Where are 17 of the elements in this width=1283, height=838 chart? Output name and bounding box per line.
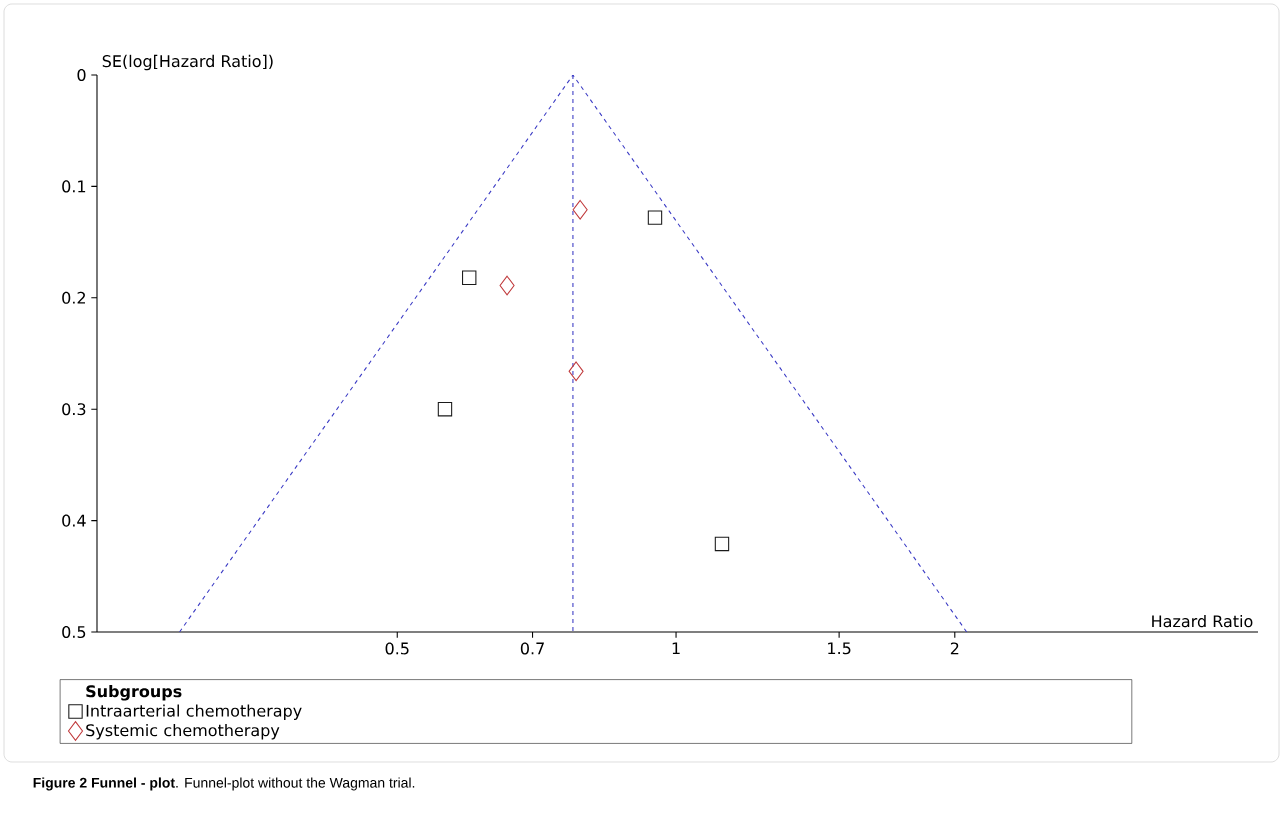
legend-title: Subgroups [86,684,182,701]
text: Figure 2 Funnel - plot. Funnel-plot without the Wagman trial. [33,777,415,791]
y-tick-label: 0.4 [62,514,86,527]
x-axis-title: Hazard Ratio [1152,614,1253,628]
x-tick-label: 2 [950,642,959,655]
y-tick-label: 0.3 [62,403,86,416]
y-tick-label: 0.1 [62,180,86,193]
x-tick-label: 1 [672,642,680,655]
x-tick-label: 0.7 [520,642,544,655]
y-tick-label: 0.5 [62,625,86,639]
legend-label: Systemic chemotherapy [86,723,280,740]
y-tick-label: 0 [77,68,86,82]
y-axis-title: SE(log[Hazard Ratio]) [102,54,273,71]
x-tick-label: 1.5 [828,642,851,655]
x-tick-label: 0.5 [385,642,409,655]
y-tick-label: 0.2 [62,291,85,304]
legend-label: Intraarterial chemotherapy [86,704,302,720]
